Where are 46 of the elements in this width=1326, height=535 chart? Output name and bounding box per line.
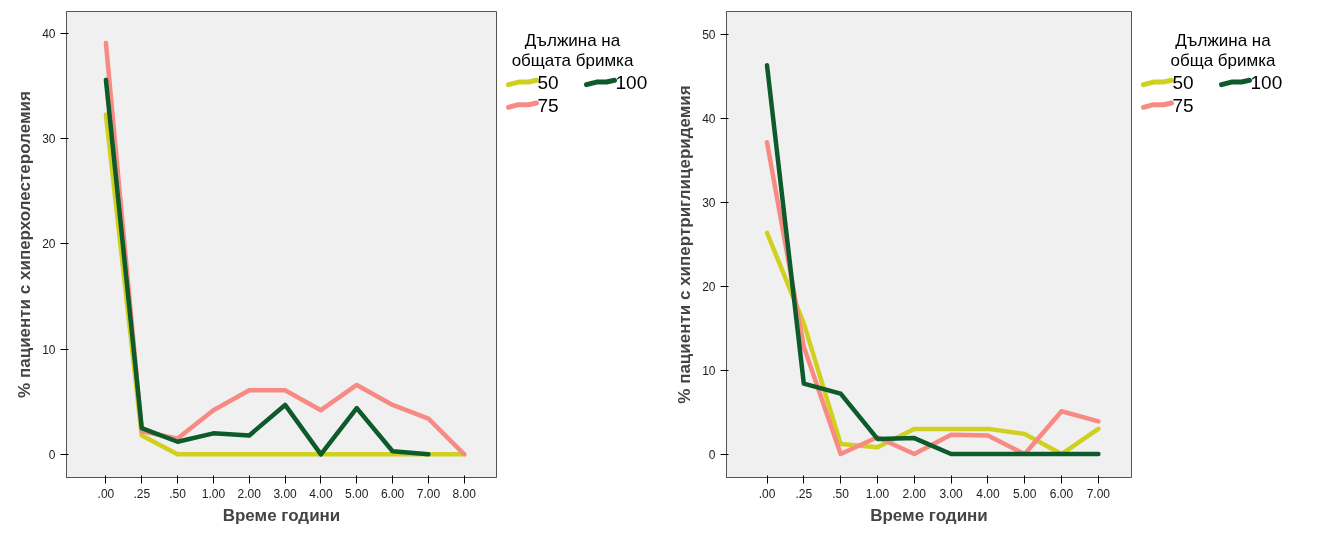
y-tick-label: 20 [702,279,716,294]
y-tick-label: 20 [42,237,56,252]
y-tick-label: 40 [42,27,56,42]
y-tick-label: 10 [702,363,716,378]
x-tick-label: 3.00 [939,486,964,501]
x-tick-label: 8.00 [452,486,477,501]
legend-label: 75 [1172,95,1194,117]
legend-label: 50 [537,72,559,94]
x-axis-title: Време години [870,505,988,525]
x-tick-label: .25 [133,486,151,501]
legend-label: 100 [615,72,648,94]
x-tick-label: .00 [758,486,776,501]
line-series [103,77,431,457]
y-axis-title: % пациенти с хиперхолестеролемия [15,91,35,398]
x-tick-label: 1.00 [865,486,890,501]
x-tick-label: 2.00 [237,486,262,501]
legend-label: 75 [537,95,559,117]
line-series [764,62,1101,457]
x-tick-label: 4.00 [976,486,1000,501]
x-axis-title: Време години [222,505,341,525]
y-tick-label: 40 [702,112,716,127]
x-tick-label: .25 [795,486,813,501]
legend-label: 100 [1250,72,1283,94]
x-tick-label: .50 [169,486,187,501]
x-tick-label: .50 [832,486,850,501]
x-tick-label: 1.00 [201,486,226,501]
legend-label: 50 [1172,72,1194,94]
x-tick-label: 4.00 [309,486,333,501]
x-tick-label: 5.00 [1013,486,1037,501]
x-tick-label: 7.00 [416,486,441,501]
x-tick-label: 7.00 [1086,486,1111,501]
x-tick-label: 6.00 [1049,486,1074,501]
y-tick-label: 30 [702,196,716,211]
y-tick-label: 0 [708,447,716,462]
x-tick-label: 2.00 [902,486,927,501]
x-tick-label: .00 [97,486,115,501]
y-tick-label: 0 [48,447,56,462]
y-axis-title: % пациенти с хипертриглицеридемия [675,85,695,404]
y-tick-label: 50 [702,28,716,43]
legend-title: Дължина на общата бримка [511,30,634,70]
x-tick-label: 5.00 [345,486,369,501]
legend-title: Дължина на обща бримка [1170,30,1277,70]
x-tick-label: 6.00 [380,486,405,501]
y-tick-label: 30 [42,132,56,147]
x-tick-label: 3.00 [273,486,298,501]
y-tick-label: 10 [42,342,56,357]
